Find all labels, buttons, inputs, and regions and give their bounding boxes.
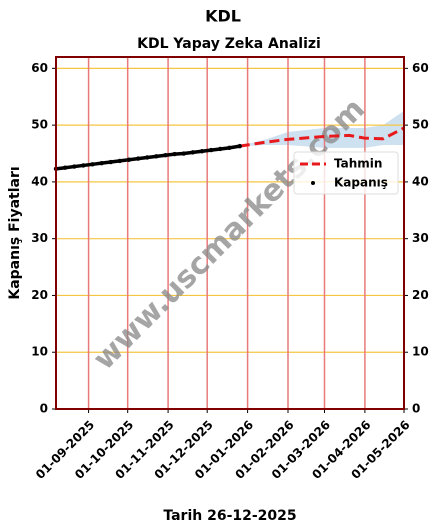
series-line — [239, 126, 405, 148]
data-point — [172, 151, 177, 157]
plot-frame — [55, 56, 405, 410]
data-point — [190, 150, 196, 155]
y2-tick-label: 10 — [412, 345, 429, 359]
data-point — [227, 145, 232, 151]
data-point — [90, 162, 95, 167]
data-point — [117, 158, 123, 164]
y2-tick-label: 30 — [412, 231, 429, 245]
data-point — [199, 149, 205, 154]
watermark: www.uscmarkets.com — [87, 92, 372, 377]
data-point — [99, 160, 104, 166]
data-point — [154, 154, 159, 159]
data-point — [218, 146, 223, 152]
y2-tick-label: 0 — [412, 402, 420, 416]
y-tick-label: 0 — [40, 402, 48, 416]
y2-tick-label: 40 — [412, 174, 429, 188]
data-point — [126, 157, 132, 162]
y-tick-label: 30 — [31, 231, 48, 245]
y-tick-label: 10 — [31, 345, 48, 359]
chart-subtitle: KDL Yapay Zeka Analizi — [137, 36, 321, 52]
legend: Tahmin Kapanış — [293, 151, 399, 195]
data-point — [145, 155, 150, 160]
data-point — [81, 163, 86, 168]
y-tick-label: 20 — [31, 288, 48, 302]
data-point — [62, 165, 68, 170]
y-tick-label: 40 — [31, 174, 48, 188]
data-point — [237, 143, 242, 149]
legend-label: Tahmin — [334, 157, 382, 171]
y-tick-label: 60 — [31, 61, 48, 75]
legend-swatch — [311, 181, 315, 185]
data-point — [72, 164, 77, 169]
chart-title: KDL — [205, 7, 241, 26]
y2-tick-label: 60 — [412, 61, 429, 75]
y-axis-label: Kapanış Fiyatları — [7, 166, 23, 299]
data-point — [163, 153, 168, 158]
data-point — [108, 159, 113, 165]
x-axis-label: Tarih 26-12-2025 — [163, 508, 296, 524]
data-point — [135, 156, 141, 161]
y-tick-label: 50 — [31, 118, 48, 132]
legend-label: Kapanış — [334, 176, 388, 190]
data-point — [181, 151, 186, 156]
data-point — [208, 147, 214, 153]
y2-tick-label: 20 — [412, 288, 429, 302]
y2-tick-label: 50 — [412, 118, 429, 132]
